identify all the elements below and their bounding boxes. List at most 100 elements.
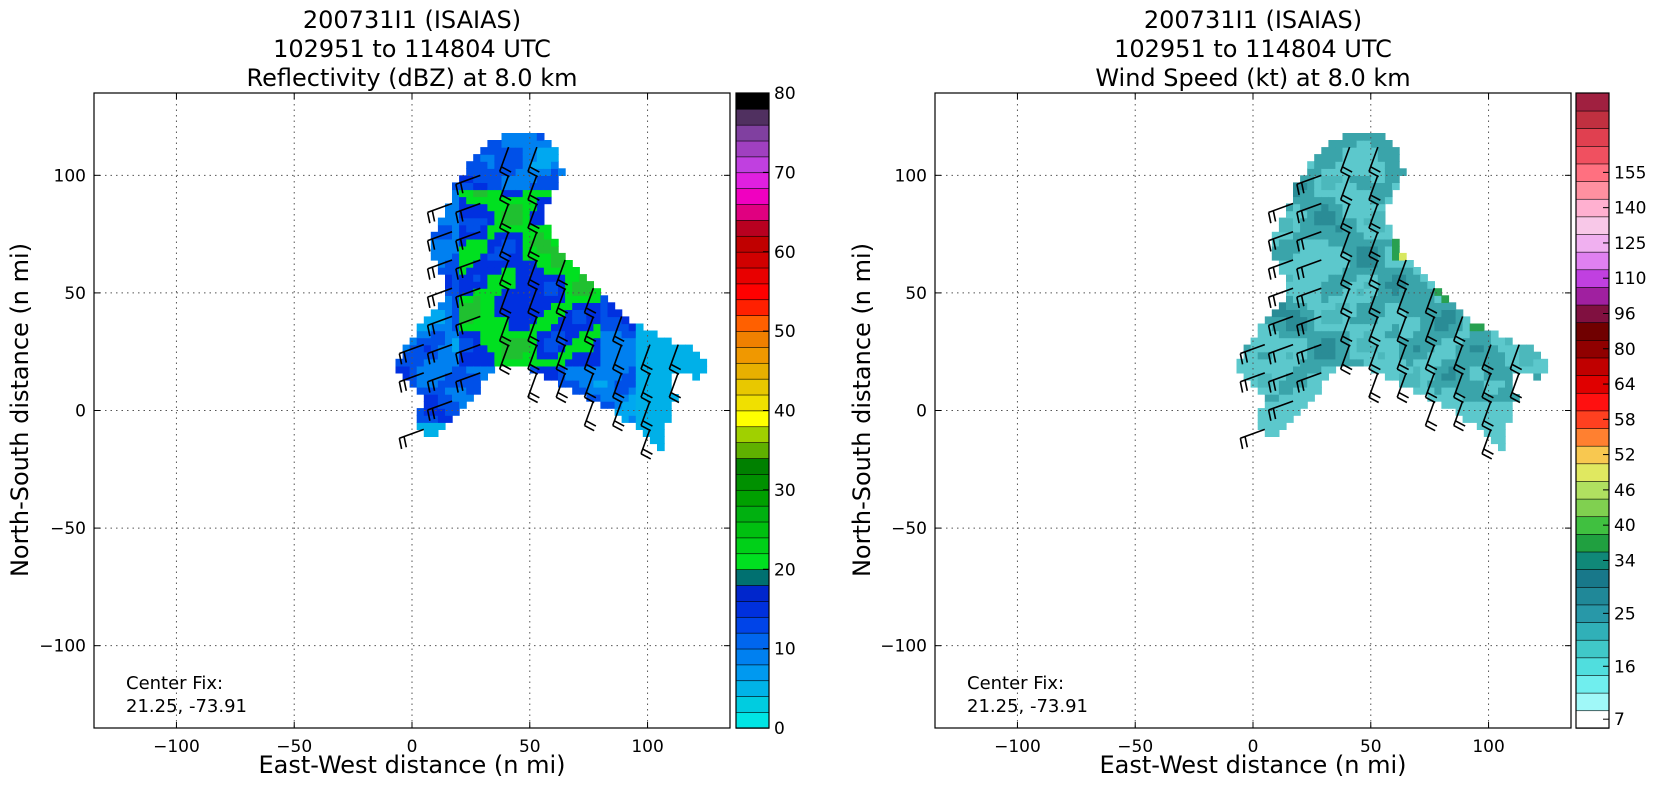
- field-cell: [1420, 351, 1428, 360]
- field-cell: [1356, 274, 1365, 282]
- field-cell: [1278, 245, 1287, 254]
- field-cell: [1392, 288, 1400, 296]
- field-cell: [1384, 182, 1393, 191]
- field-cell: [508, 337, 517, 346]
- field-cell: [1377, 302, 1386, 310]
- field-cell: [430, 344, 439, 353]
- field-cell: [593, 344, 602, 353]
- field-cell: [551, 238, 559, 247]
- field-cell: [558, 316, 566, 325]
- field-cell: [1448, 387, 1457, 395]
- field-cell: [515, 267, 524, 275]
- field-cell: [642, 401, 651, 409]
- field-cell: [1356, 175, 1365, 183]
- field-cell: [1307, 161, 1315, 169]
- field-cell: [1236, 365, 1245, 374]
- field-cell: [1300, 394, 1308, 402]
- field-cell: [1384, 330, 1393, 339]
- wind-barb: [612, 316, 625, 347]
- field-cell: [1490, 337, 1499, 346]
- field-cell: [614, 330, 623, 339]
- field-cell: [543, 302, 552, 310]
- field-cell: [1505, 358, 1513, 367]
- field-cell: [473, 245, 481, 254]
- field-cell: [515, 238, 524, 247]
- field-cell: [1257, 365, 1266, 374]
- field-cell: [649, 372, 658, 381]
- center-fix-value: 21.25, -73.91: [967, 696, 1088, 717]
- field-cell: [586, 281, 594, 289]
- field-cell: [543, 288, 552, 296]
- field-cell: [1321, 330, 1329, 339]
- field-cell: [649, 422, 658, 430]
- field-cell: [558, 309, 566, 318]
- field-cell: [642, 365, 651, 374]
- field-cell: [536, 365, 545, 374]
- wind-speed-panel: 200731I1 (ISAIAS) 102951 to 114804 UTC W…: [848, 6, 1646, 779]
- field-cell: [508, 140, 517, 148]
- field-cell: [551, 372, 559, 381]
- field-cell: [1392, 245, 1400, 254]
- field-cell: [1321, 309, 1329, 318]
- field-cell: [1328, 238, 1337, 247]
- field-cell: [1384, 351, 1393, 360]
- colorbar-segment: [735, 600, 770, 618]
- field-cell: [508, 358, 517, 367]
- field-cell: [685, 351, 693, 360]
- field-cell: [480, 210, 488, 219]
- field-cell: [473, 323, 481, 332]
- field-cell: [487, 281, 496, 289]
- field-cell: [635, 415, 644, 423]
- field-cell: [657, 422, 665, 430]
- field-cell: [649, 401, 658, 409]
- field-cell: [1519, 351, 1527, 360]
- wind-barb: [1453, 400, 1466, 432]
- wind-barb: [555, 316, 569, 347]
- field-cell: [543, 140, 552, 148]
- field-cell: [522, 344, 531, 353]
- field-cell: [1335, 196, 1344, 205]
- field-cell: [402, 344, 411, 353]
- field-cell: [1377, 140, 1386, 148]
- field-cell: [515, 295, 524, 303]
- field-cell: [543, 147, 552, 155]
- field-cell: [1328, 351, 1337, 360]
- colorbar-segment: [1575, 533, 1610, 553]
- field-cell: [452, 189, 460, 198]
- field-cell: [1356, 231, 1365, 240]
- field-cell: [635, 323, 644, 332]
- field-cell: [1300, 401, 1308, 409]
- wind-barb: [1339, 146, 1353, 178]
- field-cell: [445, 224, 453, 233]
- field-cell: [1286, 274, 1294, 282]
- field-cell: [515, 323, 524, 332]
- colorbar-tick-label: 50: [774, 322, 796, 342]
- field-cell: [480, 175, 488, 183]
- colorbar-segment: [735, 235, 770, 253]
- field-cell: [536, 288, 545, 296]
- field-cell: [1370, 260, 1379, 268]
- field-cell: [1278, 387, 1287, 395]
- field-cell: [536, 238, 545, 247]
- wind-barb: [1424, 344, 1438, 375]
- field-cell: [1469, 344, 1478, 353]
- field-cell: [1264, 401, 1273, 409]
- field-cell: [1349, 323, 1358, 332]
- field-cell: [1462, 408, 1471, 416]
- field-cell: [515, 196, 524, 205]
- field-cell: [487, 238, 496, 247]
- field-cell: [536, 154, 545, 162]
- field-cell: [1293, 408, 1301, 416]
- field-cell: [1462, 358, 1471, 367]
- field-cell: [536, 133, 545, 141]
- field-cell: [1271, 379, 1280, 388]
- field-cell: [1420, 330, 1428, 339]
- field-cell: [1356, 196, 1365, 205]
- field-cell: [1328, 288, 1337, 296]
- field-cell: [480, 337, 488, 346]
- field-cell: [579, 379, 587, 388]
- field-cell: [508, 133, 517, 141]
- field-cell: [649, 337, 658, 346]
- field-cell: [1356, 154, 1365, 162]
- field-cell: [1271, 387, 1280, 395]
